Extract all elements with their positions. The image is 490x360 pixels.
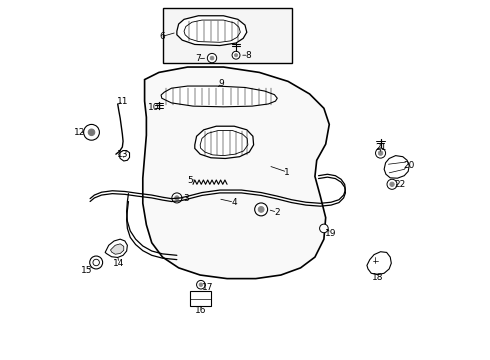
Text: 2: 2 (274, 208, 280, 217)
Bar (191, 291, 211, 306)
Circle shape (387, 179, 397, 189)
Polygon shape (200, 131, 248, 156)
Circle shape (172, 193, 182, 203)
Text: 22: 22 (394, 180, 406, 189)
Text: 15: 15 (81, 266, 92, 275)
Polygon shape (195, 126, 254, 158)
Text: 11: 11 (117, 96, 129, 105)
Circle shape (390, 182, 394, 186)
Polygon shape (105, 239, 127, 257)
Circle shape (175, 196, 179, 200)
Text: 9: 9 (219, 79, 224, 88)
Polygon shape (384, 156, 409, 178)
Text: 14: 14 (113, 259, 124, 268)
Circle shape (210, 56, 214, 60)
Polygon shape (161, 86, 277, 107)
Text: 16: 16 (195, 306, 207, 315)
Circle shape (199, 283, 203, 287)
Circle shape (255, 203, 268, 216)
Polygon shape (184, 20, 240, 42)
Text: 17: 17 (201, 283, 213, 292)
Circle shape (258, 207, 264, 212)
Text: 19: 19 (325, 229, 337, 238)
Text: 8: 8 (245, 51, 251, 60)
Circle shape (319, 224, 328, 233)
Text: 10: 10 (148, 103, 159, 112)
Text: 3: 3 (183, 194, 189, 203)
Text: 21: 21 (375, 143, 386, 152)
Circle shape (88, 129, 95, 135)
Circle shape (90, 256, 102, 269)
Circle shape (196, 280, 205, 289)
Text: 18: 18 (372, 273, 384, 282)
Text: 6: 6 (159, 32, 165, 41)
Text: 12: 12 (74, 128, 85, 137)
Polygon shape (119, 150, 129, 161)
Text: 1: 1 (284, 168, 290, 177)
Text: 13: 13 (117, 150, 129, 159)
Circle shape (378, 151, 383, 156)
Text: 4: 4 (231, 198, 237, 207)
Circle shape (234, 54, 238, 57)
Polygon shape (367, 252, 392, 275)
Circle shape (84, 125, 99, 140)
Circle shape (232, 51, 240, 59)
Text: 5: 5 (188, 176, 194, 185)
Circle shape (375, 148, 386, 158)
Bar (163, 8, 292, 63)
Polygon shape (143, 67, 329, 279)
Text: 7: 7 (195, 54, 200, 63)
Circle shape (93, 259, 99, 266)
Polygon shape (111, 244, 124, 254)
Circle shape (207, 53, 217, 63)
Text: 20: 20 (404, 161, 415, 170)
Polygon shape (177, 16, 247, 45)
